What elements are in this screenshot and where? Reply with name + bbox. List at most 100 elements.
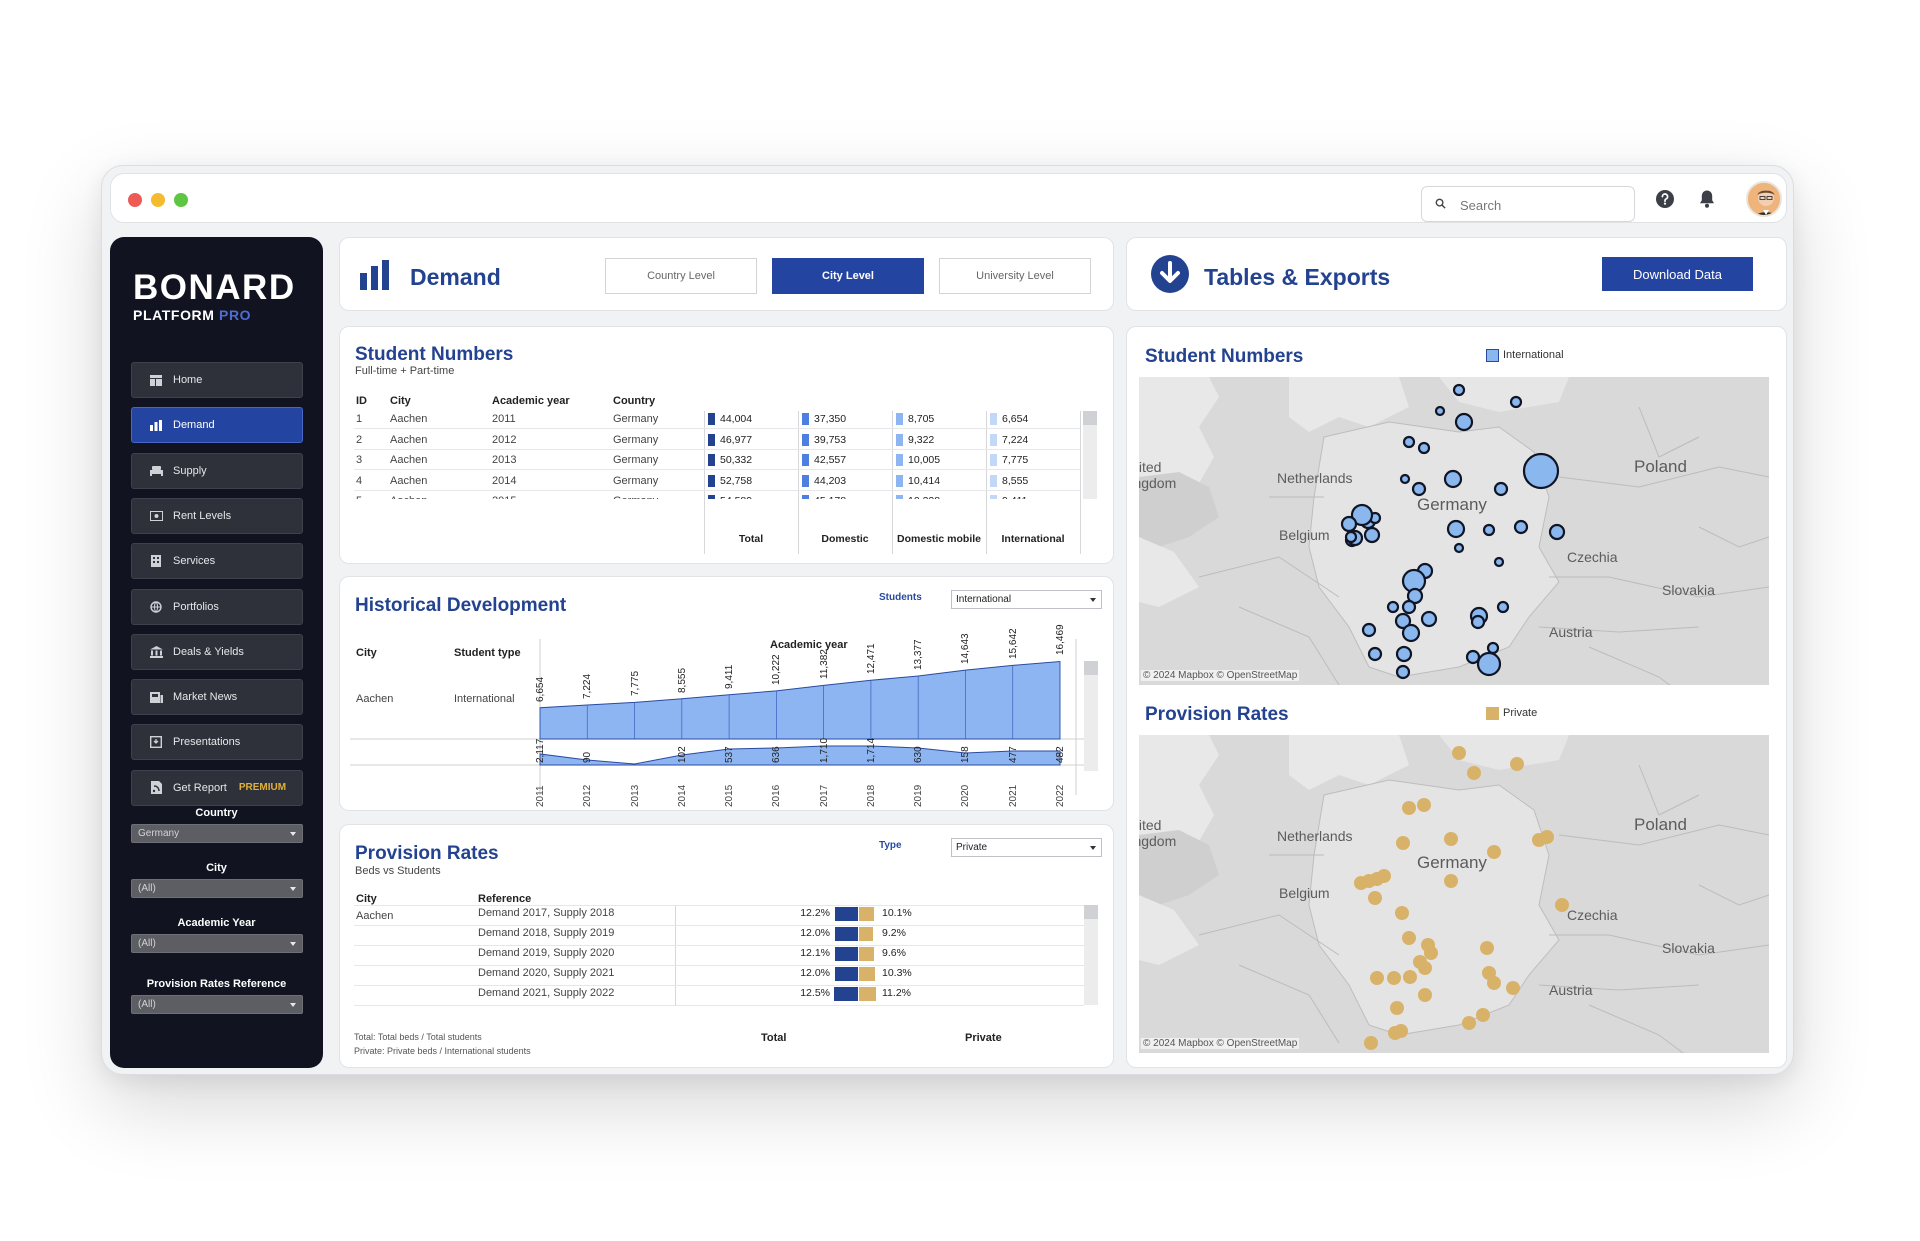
value-label: 8,555 [1002,474,1029,487]
students-dropdown[interactable]: International [951,590,1102,609]
provision-dot [1510,757,1524,771]
sidebar-item-portfolios[interactable]: Portfolios [131,588,303,625]
student-bubble [1402,435,1416,449]
hist-axis-title: Academic year [770,639,848,651]
column-divider [675,905,676,1005]
table-cell: Aachen [390,454,428,466]
student-bubble [1361,622,1377,638]
table-cell: 2014 [492,474,517,487]
table-cell: 4 [356,474,363,487]
table-scrollbar[interactable] [1083,411,1097,499]
border-line [1638,764,1700,816]
search-box[interactable] [1421,186,1635,222]
table-cell: 2015 [492,495,516,499]
exports-header: Tables & Exports Download Data [1126,237,1787,311]
table-cell: 3 [356,454,363,466]
filter-academic-year-select[interactable]: (All) [131,934,303,953]
historical-title: Historical Development [355,595,567,616]
question-circle-icon[interactable] [1655,189,1675,209]
sidebar-item-demand[interactable]: Demand [131,407,303,444]
column-divider [892,411,893,499]
user-avatar[interactable] [1746,181,1782,217]
student-bubble [1340,515,1358,533]
sidebar-item-get-report[interactable]: Get Report PREMIUM [131,769,303,806]
exports-title: Tables & Exports [1204,264,1391,290]
map-label-poland: Poland [1634,815,1687,834]
provision-note-total: Total: Total beds / Total students [354,1032,482,1042]
search-input[interactable] [1460,195,1620,215]
map-provision-rates[interactable]: Netherlands Germany Belgium Poland Czechia Sl… [1139,735,1769,1053]
data-label: 7,775 [629,670,641,696]
prov-col-city: City [356,893,377,905]
sidebar: BONARD PLATFORM PRO Home Demand Supply Rent… [110,237,323,1068]
data-label: 102 [676,746,688,763]
data-label: 8,555 [676,667,688,693]
filter-provision-rates-reference-select[interactable]: (All) [131,995,303,1014]
provision-dot [1388,1026,1402,1040]
sidebar-item-market-news[interactable]: Market News [131,679,303,716]
download-data-button[interactable]: Download Data [1602,257,1753,291]
value-label: 7,775 [1002,454,1029,466]
tab-city-level[interactable]: City Level [772,258,924,294]
provision-dot [1452,746,1466,760]
tab-country-level[interactable]: Country Level [605,258,757,294]
border-line [1538,626,1700,633]
sidebar-item-home[interactable]: Home [131,362,303,398]
maximize-window-button[interactable] [174,193,188,207]
minimize-window-button[interactable] [151,193,165,207]
data-label: 90 [582,751,594,763]
hist-city: Aachen [356,693,394,705]
student-bubble [1513,519,1529,535]
provision-dot [1480,941,1494,955]
data-label: 636 [771,746,783,763]
sidebar-item-services[interactable]: Services [131,543,303,580]
data-label: 158 [960,746,972,763]
data-label: 7,224 [582,673,594,699]
filter-country-select[interactable]: Germany [131,824,303,843]
filter-city-select[interactable]: (All) [131,879,303,898]
area-secondary [539,745,1061,766]
map-students-title: Student Numbers [1145,346,1304,367]
scrollbar-thumb[interactable] [1084,661,1098,675]
total-rate-bar [835,927,858,941]
student-bubble [1493,556,1505,568]
reference-cell: Demand 2019, Supply 2020 [478,947,615,959]
value-bar [990,474,997,487]
scrollbar-thumb[interactable] [1083,411,1097,425]
sidebar-item-rent-levels[interactable]: Rent Levels [131,497,303,534]
provision-scrollbar[interactable] [1084,905,1098,1005]
border-line [1549,576,1769,598]
brand-subtitle: PLATFORM PRO [133,307,296,323]
bar-chart-icon [149,419,163,431]
close-window-button[interactable] [128,193,142,207]
brand-logo[interactable]: BONARD PLATFORM PRO [133,270,296,323]
provision-dot [1403,970,1417,984]
bell-icon[interactable] [1698,189,1716,209]
sidebar-item-deals-yields[interactable]: Deals & Yields [131,633,303,670]
x-tick-label: 2019 [913,784,925,807]
value-bar [990,454,997,466]
provision-dot [1444,832,1458,846]
student-bubble [1434,405,1446,417]
filter-label: City [206,862,227,874]
student-bubble [1443,469,1463,489]
type-dropdown[interactable]: Private [951,838,1102,857]
map-label-germany: Germany [1417,853,1487,872]
scrollbar-thumb[interactable] [1084,905,1098,919]
value-bar [896,413,903,425]
student-bubble [1453,542,1465,554]
chart-scrollbar[interactable] [1084,661,1098,771]
provision-dot [1402,801,1416,815]
table-cell: 5 [356,495,362,499]
map-student-numbers[interactable]: Netherlands Germany Belgium Poland Czechia Sl… [1139,377,1769,685]
sidebar-item-label: Demand [173,419,215,432]
value-bar [802,495,809,499]
data-label: 537 [724,746,736,763]
sidebar-item-supply[interactable]: Supply [131,452,303,489]
provision-dot [1387,971,1401,985]
table-cell: Germany [613,474,659,487]
home-icon [149,374,163,386]
sidebar-item-presentations[interactable]: Presentations [131,724,303,761]
tab-university-level[interactable]: University Level [939,258,1091,294]
student-bubble [1454,412,1474,432]
